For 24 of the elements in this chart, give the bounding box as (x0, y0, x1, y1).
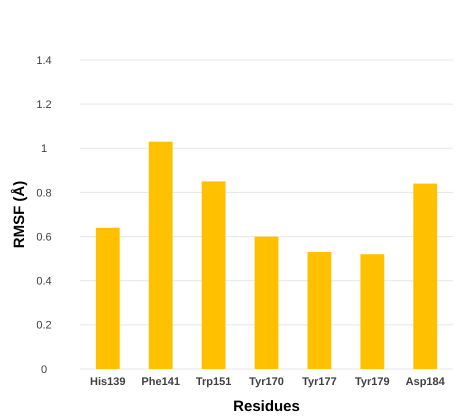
y-tick-label: 0.2 (36, 320, 52, 332)
y-tick-label: 0.6 (36, 231, 52, 244)
y-tick-label: 1 (40, 143, 48, 156)
x-tick-label: His139 (90, 376, 126, 388)
y-tick-label: 0 (40, 364, 48, 376)
bar (360, 254, 384, 369)
x-tick-label: Asp184 (406, 376, 446, 388)
x-tick-label: Tyr170 (249, 376, 284, 388)
y-tick-label: 0.4 (36, 276, 52, 288)
x-tick-label: Tyr177 (302, 376, 337, 388)
x-axis-title: Residues (233, 398, 300, 415)
y-tick-label: 1.2 (36, 98, 52, 111)
bar (202, 181, 226, 369)
y-tick-label: 0.8 (36, 187, 52, 200)
x-tick-label: Trp151 (196, 376, 232, 388)
bar (254, 236, 278, 369)
bar (308, 252, 332, 369)
y-axis-title: RMSF (Å) (10, 180, 28, 248)
bar (413, 184, 438, 369)
x-tick-label: Tyr179 (354, 376, 390, 388)
x-tick-label: Phe141 (141, 376, 180, 388)
bar (96, 228, 120, 369)
y-tick-label: 1.4 (36, 54, 52, 67)
bar (148, 142, 173, 369)
